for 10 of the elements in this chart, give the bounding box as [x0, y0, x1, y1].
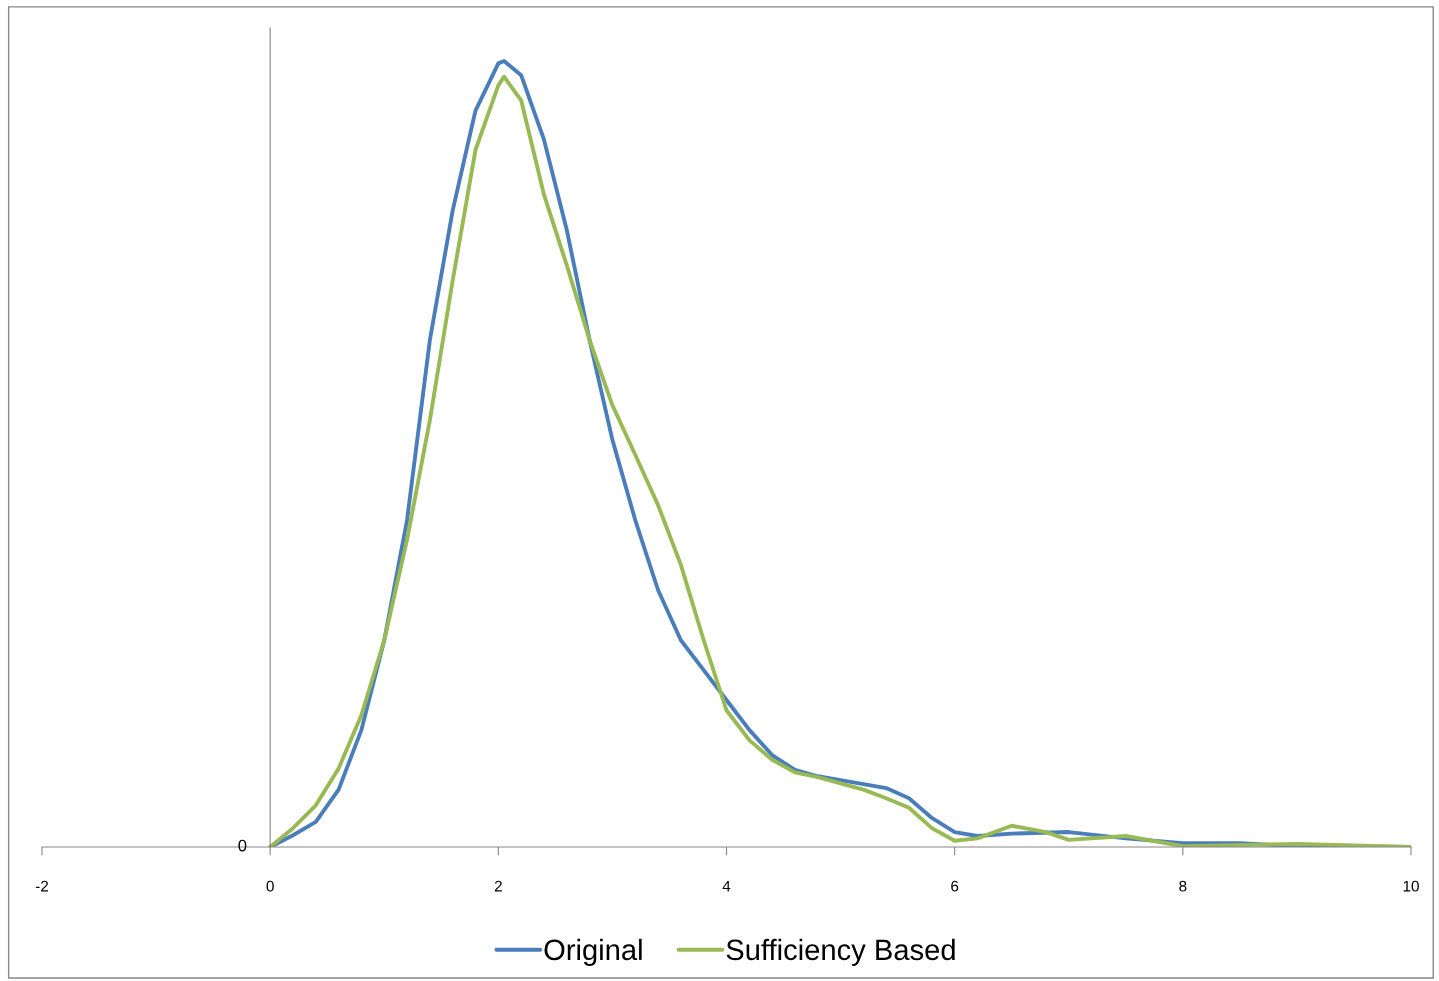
x-tick-label: 2	[494, 880, 502, 892]
x-tick-label: 6	[951, 880, 959, 892]
x-tick-label: -2	[35, 880, 49, 892]
legend-label: Sufficiency Based	[726, 938, 955, 966]
x-tick-label: 10	[1403, 880, 1419, 892]
x-tick-label: 0	[266, 880, 274, 892]
x-tick-label: 4	[722, 880, 731, 892]
x-tick-label: 8	[1179, 880, 1187, 892]
annotation: 0	[238, 839, 247, 852]
legend-label: Original	[544, 938, 642, 966]
